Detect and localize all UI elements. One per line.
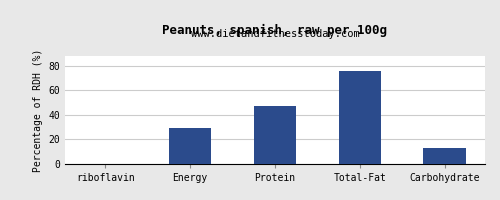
Bar [424,148,466,164]
Bar [169,128,212,164]
Bar [254,106,296,164]
Y-axis label: Percentage of RDH (%): Percentage of RDH (%) [33,48,43,172]
Bar [338,71,381,164]
Text: Peanuts, spanish, raw per 100g: Peanuts, spanish, raw per 100g [162,23,388,37]
Title: www.dietandfitnesstoday.com: www.dietandfitnesstoday.com [190,29,360,39]
